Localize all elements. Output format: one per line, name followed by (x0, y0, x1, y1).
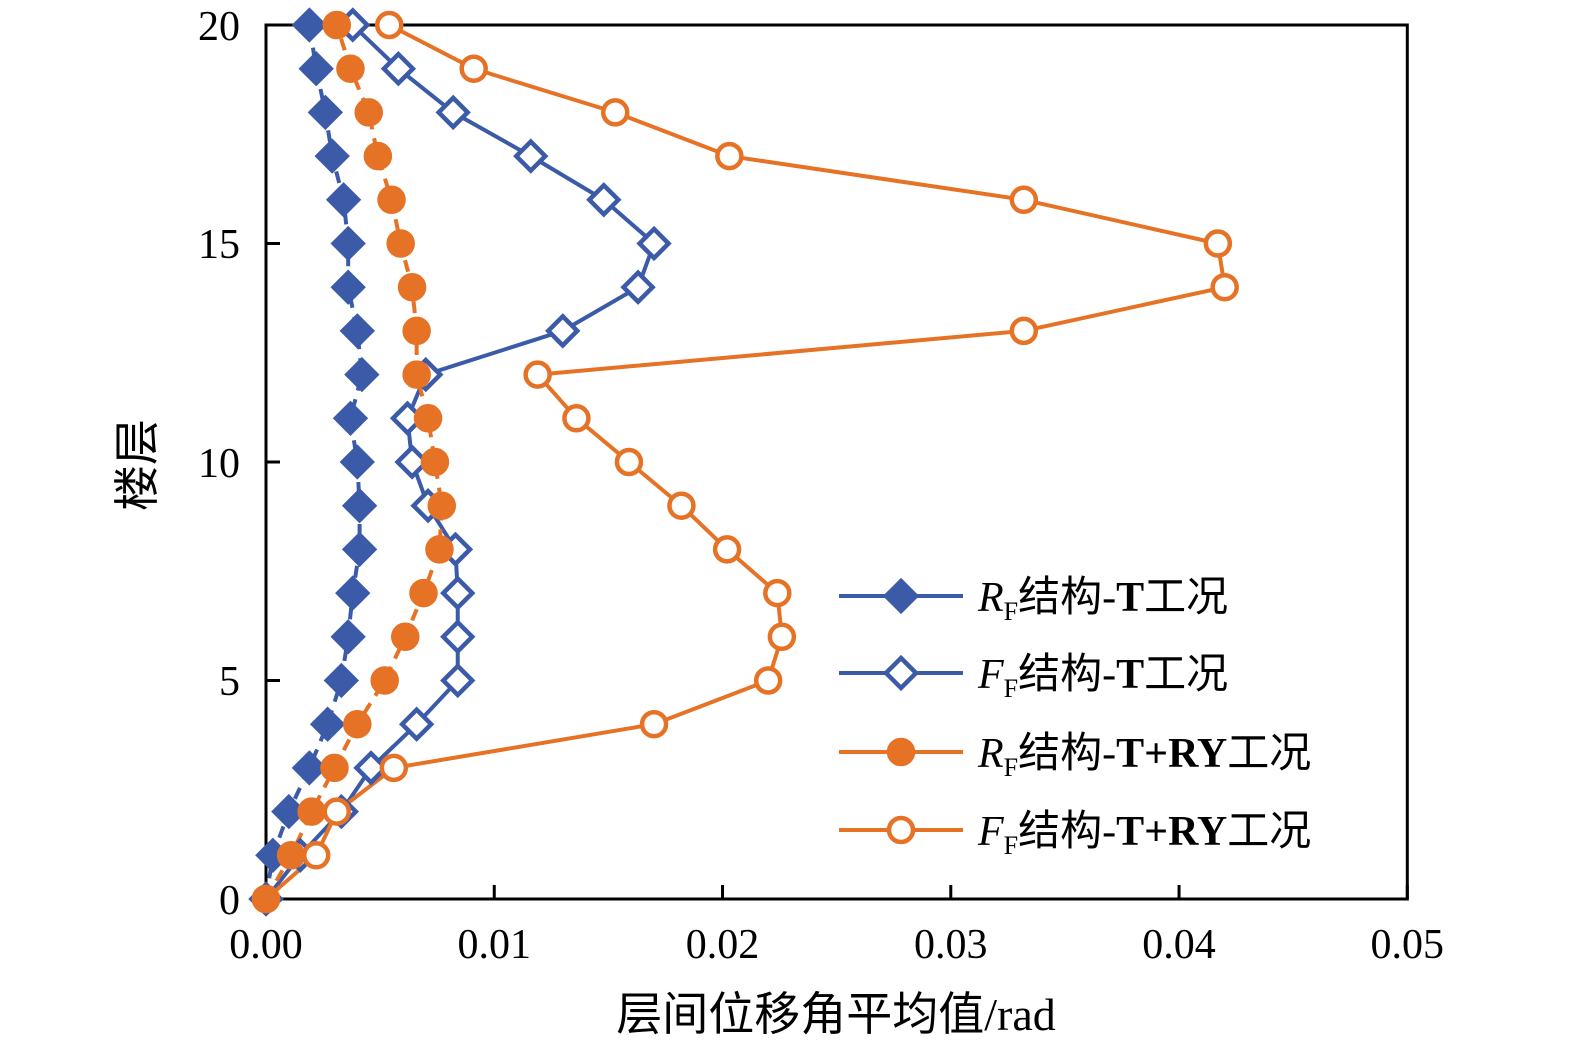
svg-text:RF结构-T工况: RF结构-T工况 (977, 575, 1228, 626)
svg-text:楼层: 楼层 (112, 419, 163, 511)
svg-text:0.05: 0.05 (1371, 922, 1445, 968)
svg-text:15: 15 (198, 222, 240, 268)
svg-text:0: 0 (219, 878, 240, 924)
svg-text:层间位移角平均值/rad: 层间位移角平均值/rad (616, 989, 1056, 1040)
svg-text:0.01: 0.01 (458, 922, 532, 968)
svg-text:RF结构-T+RY工况: RF结构-T+RY工况 (977, 731, 1311, 782)
svg-text:0.04: 0.04 (1142, 922, 1216, 968)
svg-text:5: 5 (219, 659, 240, 705)
svg-text:0.03: 0.03 (914, 922, 988, 968)
svg-text:0.02: 0.02 (686, 922, 760, 968)
svg-text:10: 10 (198, 441, 240, 487)
svg-text:FF结构-T工况: FF结构-T工况 (977, 652, 1228, 703)
svg-text:20: 20 (198, 4, 240, 50)
svg-text:FF结构-T+RY工况: FF结构-T+RY工况 (977, 809, 1311, 860)
svg-text:0.00: 0.00 (229, 922, 303, 968)
